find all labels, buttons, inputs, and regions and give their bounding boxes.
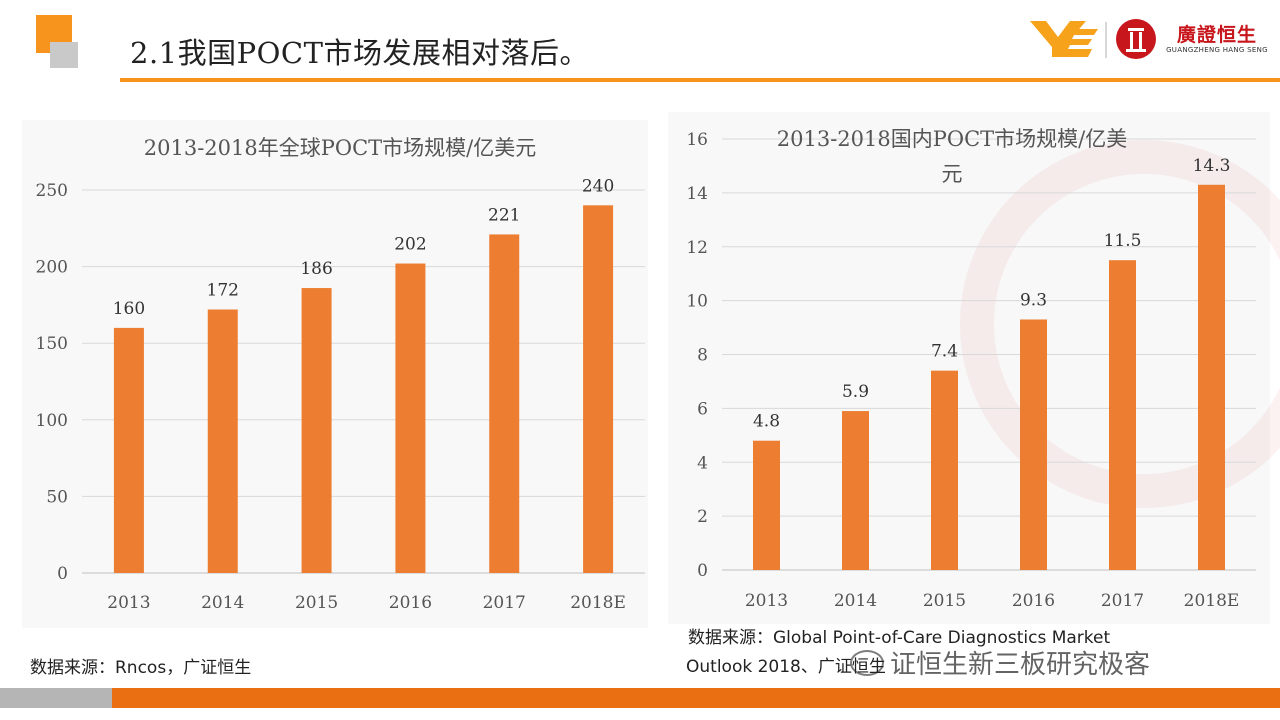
- left-data-label: 186: [300, 259, 332, 279]
- right-x-tick-label: 2017: [1101, 591, 1144, 611]
- left-x-tick-label: 2017: [483, 593, 526, 613]
- right-bar: [1020, 319, 1047, 570]
- left-x-tick-label: 2014: [201, 593, 244, 613]
- left-y-tick-label: 250: [36, 181, 68, 201]
- right-data-label: 4.8: [753, 412, 780, 432]
- right-data-label: 11.5: [1104, 231, 1142, 251]
- left-y-tick-label: 100: [36, 411, 68, 431]
- right-data-label: 7.4: [931, 342, 958, 362]
- right-chart-title: 2013-2018国内POCT市场规模/亿美: [777, 127, 1127, 151]
- right-y-tick-label: 12: [686, 238, 708, 258]
- right-y-tick-label: 4: [697, 453, 708, 473]
- left-bar: [583, 205, 614, 573]
- left-y-tick-label: 200: [36, 258, 68, 278]
- left-x-tick-label: 2013: [107, 593, 150, 613]
- brand-seal-icon: [1116, 19, 1156, 59]
- right-chart-title: 元: [942, 162, 963, 186]
- brand-subtitle: GUANGZHENG HANG SENG: [1166, 46, 1268, 54]
- left-bar: [489, 234, 520, 574]
- left-data-label: 172: [207, 280, 239, 300]
- right-x-tick-label: 2018E: [1184, 591, 1240, 611]
- footer-bar-orange: [112, 688, 1280, 708]
- wechat-icon: [850, 650, 884, 676]
- left-data-label: 202: [394, 235, 426, 255]
- left-data-label: 160: [113, 299, 145, 319]
- left-bar: [395, 263, 426, 573]
- right-bar: [753, 440, 780, 570]
- right-data-label: 14.3: [1193, 156, 1231, 176]
- right-y-tick-label: 10: [686, 292, 708, 312]
- left-data-label: 221: [488, 205, 520, 225]
- right-bar: [1198, 184, 1225, 570]
- left-bar: [113, 327, 144, 573]
- right-x-tick-label: 2014: [834, 591, 877, 611]
- accent-square-gray: [50, 42, 78, 68]
- right-x-tick-label: 2013: [745, 591, 788, 611]
- left-chart-source: 数据来源：Rncos，广证恒生: [30, 658, 252, 678]
- wechat-watermark: 证恒生新三板研究极客: [850, 644, 1250, 681]
- right-y-tick-label: 14: [686, 184, 708, 204]
- watermark-text: 证恒生新三板研究极客: [890, 650, 1151, 680]
- logo-divider: [1105, 22, 1107, 58]
- left-bar: [301, 288, 332, 573]
- right-bar: [842, 411, 869, 570]
- page-title: 2.1我国POCT市场发展相对落后。: [130, 36, 589, 70]
- right-y-tick-label: 16: [686, 130, 708, 150]
- left-bar: [207, 309, 238, 573]
- left-x-tick-label: 2015: [295, 593, 338, 613]
- right-data-label: 5.9: [842, 382, 869, 402]
- right-y-tick-label: 2: [697, 507, 708, 527]
- left-x-tick-label: 2018E: [570, 593, 626, 613]
- left-y-tick-label: 150: [36, 334, 68, 354]
- title-rule: [120, 78, 1280, 82]
- brand-name: 廣證恒生: [1176, 24, 1257, 46]
- right-bar: [1109, 260, 1136, 570]
- right-chart-source-line-2: Outlook 2018、广证恒生: [686, 657, 886, 677]
- right-x-tick-label: 2016: [1012, 591, 1055, 611]
- left-data-label: 240: [582, 176, 614, 196]
- right-y-tick-label: 6: [697, 399, 708, 419]
- left-y-tick-label: 0: [57, 564, 68, 584]
- right-y-tick-label: 8: [697, 346, 708, 366]
- right-chart-source-line-1: 数据来源：Global Point-of-Care Diagnostics Ma…: [688, 628, 1111, 648]
- footer-bar-gray: [0, 688, 112, 708]
- right-data-label: 9.3: [1020, 290, 1047, 310]
- right-bar: [931, 370, 958, 570]
- left-x-tick-label: 2016: [389, 593, 432, 613]
- left-chart-title: 2013-2018年全球POCT市场规模/亿美元: [144, 136, 536, 160]
- ye-logo-icon: [1030, 21, 1098, 57]
- left-y-tick-label: 50: [46, 487, 68, 507]
- right-x-tick-label: 2015: [923, 591, 966, 611]
- right-y-tick-label: 0: [697, 561, 708, 581]
